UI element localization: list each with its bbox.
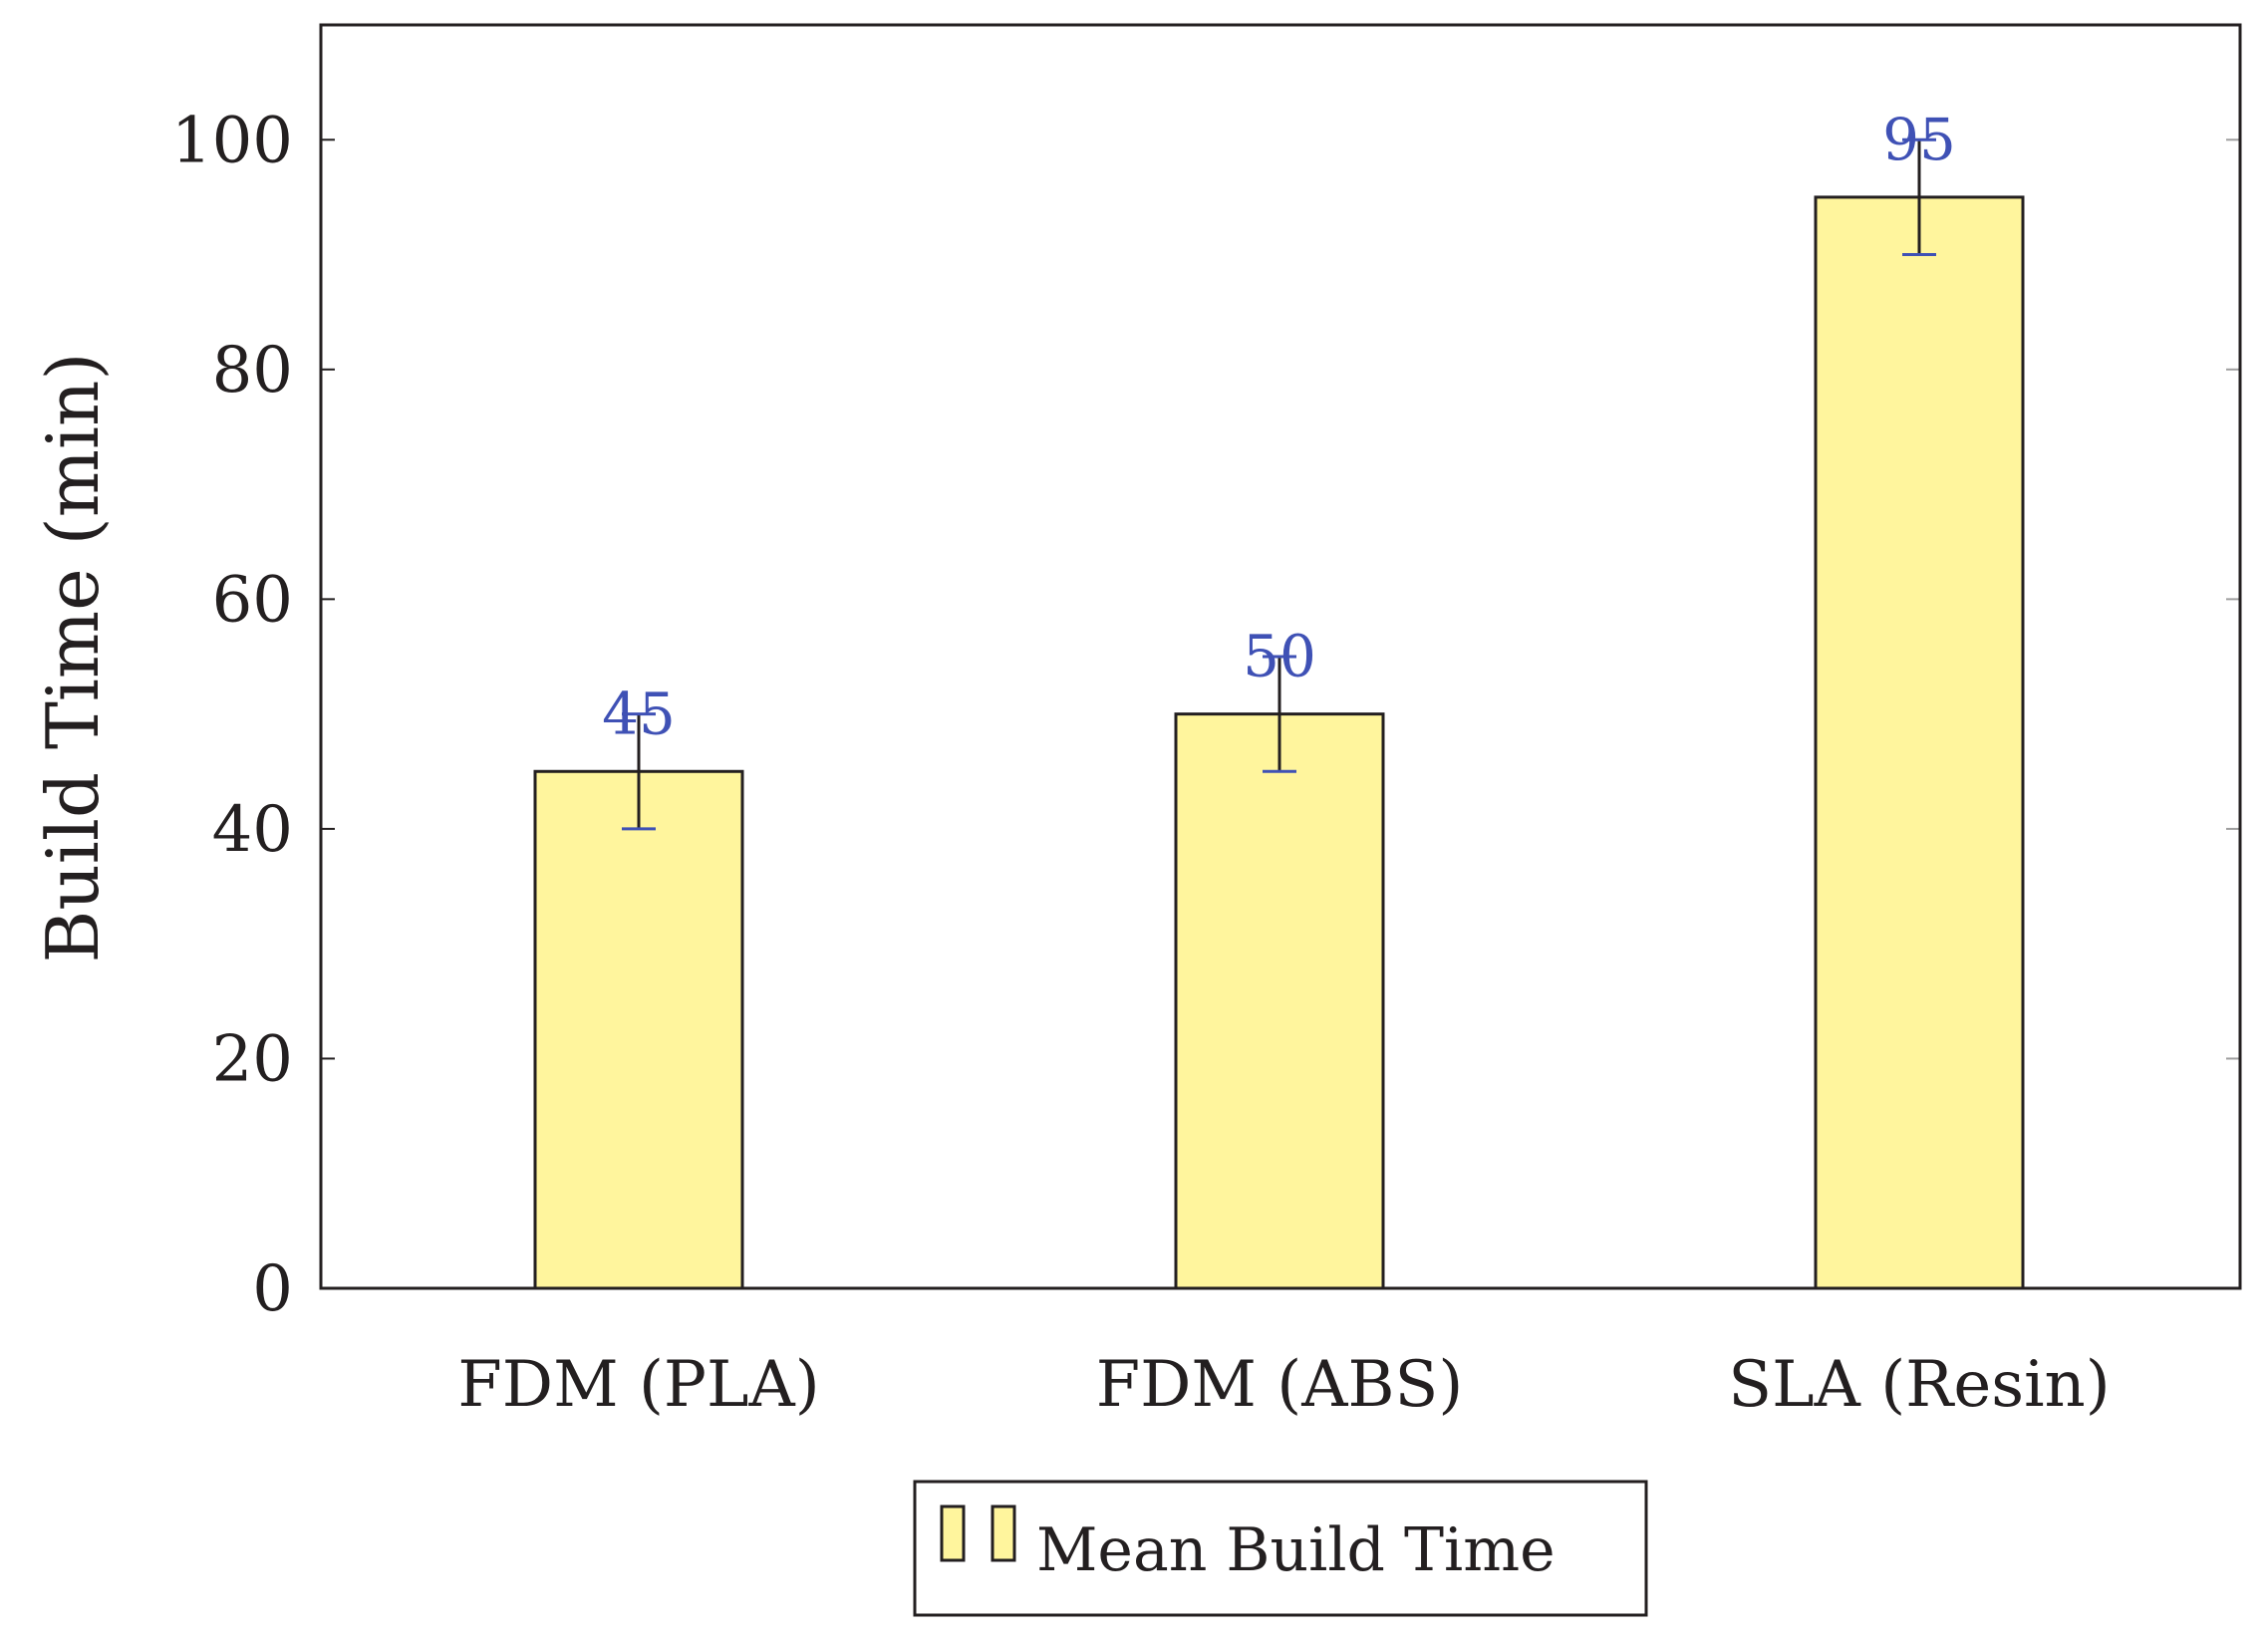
axes: 0 20 40 60 80 100 FDM (PLA) FDM (ABS) SLA (Resin… (171, 23, 2242, 1422)
bar (1814, 195, 2025, 1290)
bar (1174, 712, 1385, 1290)
y-tick-label: 20 (212, 1022, 293, 1096)
legend-label: Mean Build Time (1036, 1515, 1556, 1585)
plot-frame (319, 23, 2242, 1290)
legend: Mean Build Time (913, 1480, 1648, 1617)
y-tick-label: 80 (212, 334, 293, 408)
x-tick-label: FDM (ABS) (1096, 1348, 1464, 1422)
y-tick-label: 0 (252, 1252, 293, 1326)
legend-swatch-bar (991, 1504, 1016, 1562)
bar (533, 769, 744, 1290)
y-tick-label: 40 (212, 793, 293, 867)
legend-swatch-error-bar (940, 1504, 966, 1562)
y-tick-label: 60 (212, 563, 293, 637)
legend-box (913, 1480, 1648, 1617)
x-tick-label: SLA (Resin) (1728, 1348, 2110, 1422)
x-tick-label: FDM (PLA) (457, 1348, 819, 1422)
y-tick-label: 100 (171, 104, 293, 177)
y-axis-title: Build Time (min) (31, 353, 115, 963)
plot-area: 455095 (533, 106, 2025, 1290)
